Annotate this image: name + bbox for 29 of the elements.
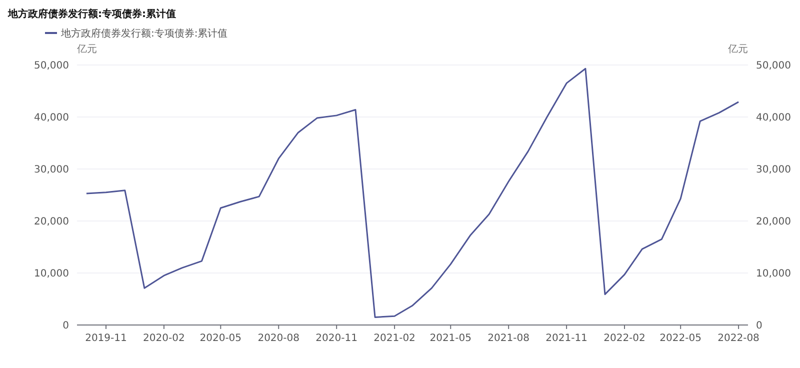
x-tick-label: 2021-08 — [488, 333, 530, 344]
y2-tick-label: 30,000 — [756, 164, 791, 176]
line-series — [86, 68, 740, 318]
y-tick-label: 40,000 — [34, 112, 69, 124]
y-tick-label: 0 — [62, 320, 69, 332]
x-tick-label: 2021-11 — [546, 333, 588, 344]
y2-tick-label: 40,000 — [756, 112, 791, 124]
x-tick-label: 2020-02 — [143, 333, 185, 344]
y2-axis-title: 亿元 — [727, 44, 748, 55]
x-tick-label: 2021-05 — [430, 333, 472, 344]
y-axis-title: 亿元 — [76, 44, 97, 55]
chart-title: 地方政府债券发行额:专项债券:累计值 — [7, 8, 176, 20]
x-tick-label: 2019-11 — [85, 333, 127, 344]
x-tick-label: 2020-05 — [200, 333, 242, 344]
y-tick-label: 20,000 — [34, 216, 69, 228]
y2-tick-label: 0 — [756, 320, 762, 332]
x-tick-label: 2022-02 — [604, 333, 646, 344]
y-tick-label: 10,000 — [34, 268, 69, 280]
y2-tick-label: 50,000 — [756, 60, 791, 72]
y-tick-label: 30,000 — [34, 164, 69, 176]
y2-tick-label: 10,000 — [756, 268, 791, 280]
y-tick-label: 50,000 — [34, 60, 69, 72]
x-tick-label: 2020-11 — [316, 333, 358, 344]
x-tick-label: 2022-08 — [718, 333, 760, 344]
x-tick-label: 2020-08 — [258, 333, 300, 344]
y2-tick-label: 20,000 — [756, 216, 791, 228]
legend-label: 地方政府债券发行额:专项债券:累计值 — [60, 28, 228, 40]
x-tick-label: 2021-02 — [374, 333, 416, 344]
x-tick-label: 2022-05 — [660, 333, 702, 344]
